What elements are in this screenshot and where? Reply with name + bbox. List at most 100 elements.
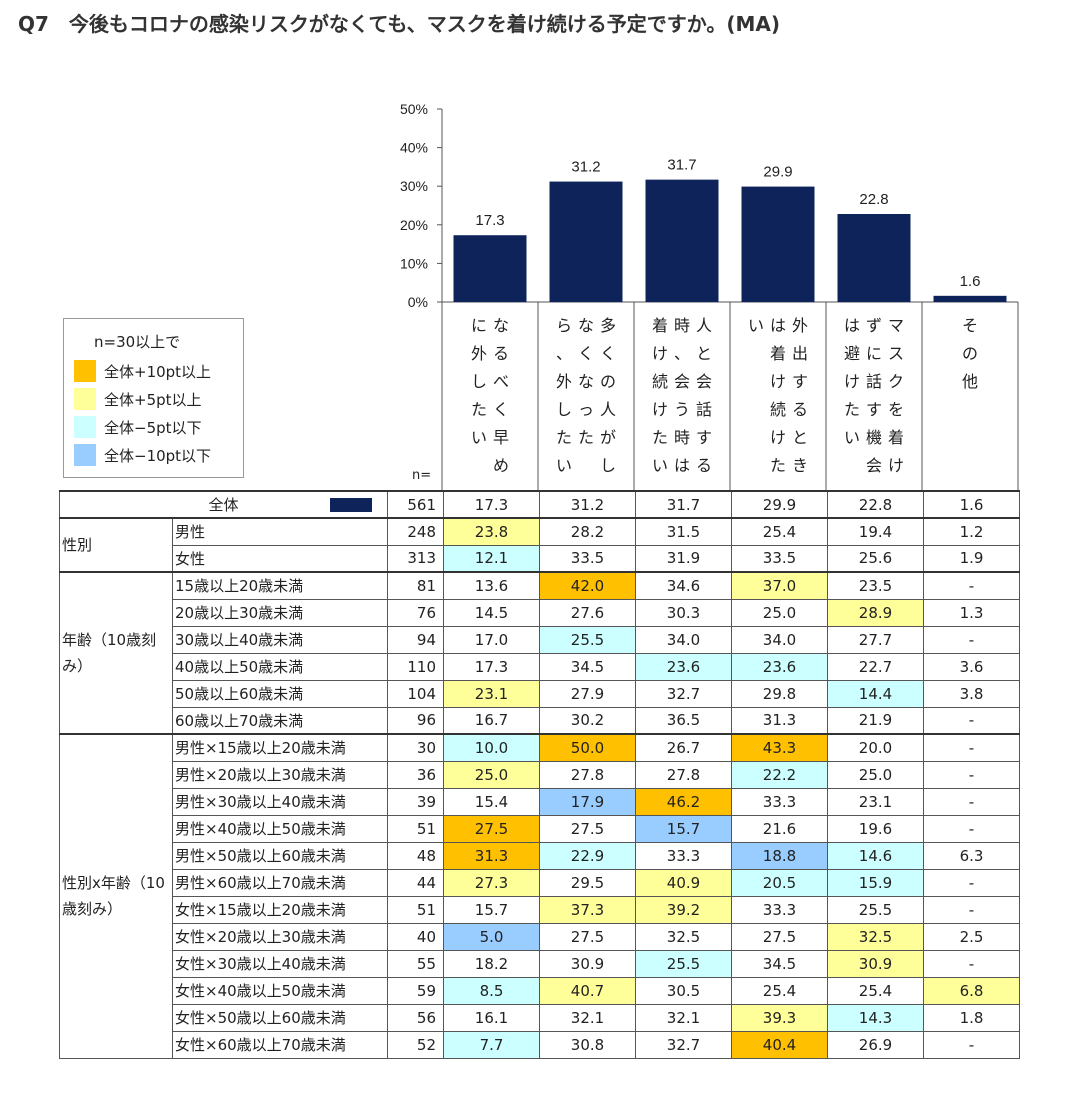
value-cell: 15.4 <box>443 787 540 816</box>
data-label: 1.6 <box>960 273 981 290</box>
value-cell: 32.7 <box>635 1030 732 1059</box>
table-row: 女性×40歳以上50歳未満 59 8.5 40.7 30.5 25.4 25.4 6.8 <box>60 976 1020 1005</box>
category-label-char: 外 <box>792 316 808 335</box>
value-cell: 6.3 <box>923 841 1020 870</box>
table-row: 50歳以上60歳未満 104 23.1 27.9 32.7 29.8 14.4 3.8 <box>60 679 1020 708</box>
value-cell: 25.0 <box>443 760 540 789</box>
value-cell: 27.5 <box>539 922 636 951</box>
category-label-char: す <box>696 428 712 447</box>
value-cell: 33.3 <box>731 787 828 816</box>
table-row: 男性×30歳以上40歳未満 39 15.4 17.9 46.2 33.3 23.1- <box>60 787 1020 816</box>
value-cell: 21.9 <box>827 706 924 735</box>
value-cell: 14.3 <box>827 1003 924 1032</box>
value-cell: 28.2 <box>539 517 636 546</box>
table-row-total: 全体 561 17.3 31.2 31.7 29.9 22.8 1.6 <box>59 490 1020 519</box>
total-label-cell: 全体 <box>59 490 388 519</box>
total-label: 全体 <box>208 496 239 514</box>
value-cell: 31.5 <box>635 517 732 546</box>
n-cell: 561 <box>387 490 444 519</box>
value-cell: 23.5 <box>827 571 924 600</box>
value-cell: 31.3 <box>443 841 540 870</box>
value-cell: 25.5 <box>635 949 732 978</box>
legend-swatch <box>74 360 96 382</box>
value-cell: 32.7 <box>635 679 732 708</box>
value-cell: 39.2 <box>635 895 732 924</box>
value-cell: 34.5 <box>539 652 636 681</box>
value-cell: 17.3 <box>443 490 540 519</box>
category-label-char: そ <box>962 316 978 335</box>
legend-swatch <box>74 444 96 466</box>
category-label-char: ク <box>888 372 904 391</box>
category-label-char: け <box>770 372 786 391</box>
value-cell: 29.8 <box>731 679 828 708</box>
value-cell: 14.6 <box>827 841 924 870</box>
n-cell: 104 <box>387 679 444 708</box>
value-cell: - <box>923 787 1020 816</box>
legend: n=30以上で 全体+10pt以上 全体+5pt以上 全体−5pt以下 全体−1… <box>63 318 244 478</box>
value-cell: 30.3 <box>635 598 732 627</box>
y-tick-label: 50% <box>400 101 428 117</box>
row-label: 男性×30歳以上40歳未満 <box>172 787 388 816</box>
value-cell: 25.6 <box>827 544 924 573</box>
value-cell: 16.1 <box>443 1003 540 1032</box>
value-cell: 26.9 <box>827 1030 924 1059</box>
y-tick-label: 0% <box>408 294 428 310</box>
category-label-char: 着 <box>770 344 786 363</box>
value-cell: 27.9 <box>539 679 636 708</box>
category-label-char: は <box>674 456 690 475</box>
crosstab-table: 全体 561 17.3 31.2 31.7 29.9 22.8 1.6 性別 男性 248 23.8 2… <box>59 490 1020 1059</box>
category-label-char: 機 <box>866 428 882 447</box>
bar <box>741 186 815 302</box>
value-cell: 23.6 <box>635 652 732 681</box>
value-cell: 5.0 <box>443 922 540 951</box>
category-label-char: 話 <box>866 372 882 391</box>
row-label: 60歳以上70歳未満 <box>172 706 388 735</box>
data-label: 29.9 <box>763 164 792 181</box>
category-label-char: は <box>770 316 786 335</box>
value-cell: 50.0 <box>539 733 636 762</box>
value-cell: 34.0 <box>635 625 732 654</box>
n-cell: 81 <box>387 571 444 600</box>
value-cell: 25.0 <box>827 760 924 789</box>
category-label-char: け <box>888 456 904 475</box>
category-label-char: に <box>471 316 487 335</box>
category-label-char: 続 <box>770 400 786 419</box>
category-label-char: が <box>600 428 616 447</box>
data-label: 31.2 <box>571 159 600 176</box>
category-label-char: と <box>696 344 712 363</box>
category-label-char: た <box>770 456 786 475</box>
value-cell: 6.8 <box>923 976 1020 1005</box>
value-cell: 1.6 <box>923 490 1020 519</box>
value-cell: 33.5 <box>731 544 828 573</box>
n-header: n= <box>412 468 432 483</box>
value-cell: 27.7 <box>827 625 924 654</box>
table-row: 60歳以上70歳未満 96 16.7 30.2 36.5 31.3 21.9- <box>60 706 1020 735</box>
row-label: 男性×60歳以上70歳未満 <box>172 868 388 897</box>
n-cell: 76 <box>387 598 444 627</box>
n-cell: 52 <box>387 1030 444 1059</box>
legend-title: n=30以上で <box>94 333 181 351</box>
legend-label: 全体−10pt以下 <box>104 446 212 465</box>
value-cell: 23.1 <box>443 679 540 708</box>
value-cell: 32.5 <box>827 922 924 951</box>
value-cell: 27.5 <box>539 814 636 843</box>
category-label-char: な <box>493 316 509 335</box>
category-label-char: 人 <box>696 316 712 335</box>
n-cell: 56 <box>387 1003 444 1032</box>
category-label-char: い <box>652 456 668 475</box>
category-label-char: 、 <box>556 344 572 363</box>
value-cell: 18.2 <box>443 949 540 978</box>
table-row: 女性×60歳以上70歳未満 52 7.7 30.8 32.7 40.4 26.9- <box>60 1030 1020 1059</box>
group-label: 年齢（10歳刻み） <box>59 571 173 735</box>
row-label: 20歳以上30歳未満 <box>172 598 388 627</box>
y-tick-label: 10% <box>400 255 428 271</box>
legend-item: 全体+5pt以上 <box>74 387 202 411</box>
value-cell: - <box>923 733 1020 762</box>
category-label-char: た <box>556 428 572 447</box>
table-row: 性別x年齢（10歳刻み） 男性×15歳以上20歳未満 30 10.0 50.0 26.7 4… <box>59 733 1020 1059</box>
question-number: Q7 <box>18 12 49 36</box>
value-cell: 40.4 <box>731 1030 828 1059</box>
value-cell: 16.7 <box>443 706 540 735</box>
value-cell: 19.4 <box>827 517 924 546</box>
value-cell: 27.3 <box>443 868 540 897</box>
